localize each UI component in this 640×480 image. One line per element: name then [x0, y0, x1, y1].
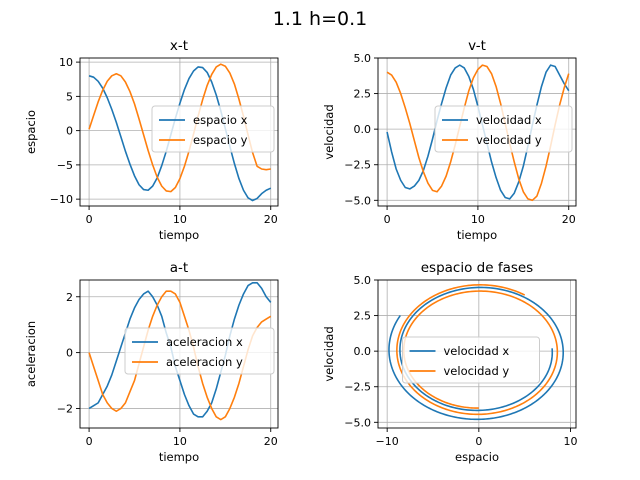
- axes-frame: [377, 57, 577, 207]
- chart-v-t: 0 10 20 −5.0 −2.5 0.0 2.5 5.0 v-t tiempo velocidad…: [322, 38, 577, 242]
- legend-entry: velocidad x: [444, 344, 510, 358]
- series-line-2: [88, 290, 272, 421]
- legend-entry: velocidad y: [476, 133, 542, 147]
- x-tick-label: 20: [264, 435, 278, 448]
- y-tick-label: 5.0: [354, 274, 372, 287]
- y-tick-label: −5.0: [344, 416, 371, 429]
- y-tick-label: 2.5: [354, 310, 372, 323]
- y-tick-label: 0: [66, 347, 73, 360]
- y-tick-label: −2.5: [344, 381, 371, 394]
- axes-frame: [377, 279, 577, 429]
- legend-entry: velocidad y: [444, 364, 510, 378]
- x-tick-label: 10: [471, 213, 485, 226]
- x-tick-label: 20: [562, 213, 576, 226]
- x-tick-label: 0: [384, 213, 391, 226]
- x-tick-label: 10: [173, 435, 187, 448]
- x-axis-label: espacio: [455, 450, 499, 464]
- series-line-2: [88, 63, 271, 193]
- y-axis-label: aceleracion: [24, 321, 38, 387]
- figure-title: 1.1 h=0.1: [273, 8, 367, 30]
- y-tick-label: 0.0: [354, 123, 372, 136]
- x-tick-label: 10: [173, 213, 187, 226]
- axes-frame: [79, 57, 279, 207]
- y-axis-label: velocidad: [322, 104, 336, 159]
- chart-title: espacio de fases: [421, 260, 533, 276]
- x-tick-label: 10: [564, 435, 578, 448]
- x-tick-label: 0: [86, 213, 93, 226]
- y-tick-label: 0.0: [354, 345, 372, 358]
- y-axis-label: espacio: [24, 110, 38, 154]
- legend: velocidad x velocidad y: [402, 336, 540, 384]
- axes-frame: [79, 279, 279, 429]
- chart-title: x-t: [170, 38, 188, 54]
- legend: espacio x espacio y: [151, 105, 275, 153]
- series-line-1: [88, 281, 272, 418]
- legend-entry: aceleracion x: [166, 335, 243, 349]
- y-tick-label: 5.0: [354, 52, 372, 65]
- x-axis-label: tiempo: [457, 228, 497, 242]
- x-tick-label: 0: [475, 435, 482, 448]
- x-axis-label: tiempo: [159, 228, 199, 242]
- legend-entry: aceleracion y: [166, 355, 243, 369]
- y-axis-label: velocidad: [322, 326, 336, 381]
- legend-box: [124, 327, 275, 375]
- x-tick-label: −10: [376, 435, 399, 448]
- y-tick-label: −2: [57, 402, 73, 415]
- legend-box: [434, 105, 573, 153]
- series-line-2: [386, 64, 570, 202]
- x-axis-label: tiempo: [159, 450, 199, 464]
- legend-box: [402, 336, 540, 384]
- y-tick-label: −5.0: [344, 194, 371, 207]
- series-line-1: [388, 286, 565, 421]
- chart-espacio-de-fases: −10 0 10 −5.0 −2.5 0.0 2.5 5.0 espacio de fases e…: [322, 260, 578, 464]
- series-line-1: [88, 66, 272, 202]
- y-tick-label: 0: [66, 125, 73, 138]
- legend-entry: espacio y: [193, 133, 248, 147]
- chart-title: a-t: [170, 260, 188, 276]
- y-tick-label: 10: [59, 56, 73, 69]
- x-tick-label: 20: [264, 213, 278, 226]
- y-tick-label: −10: [50, 193, 73, 206]
- y-tick-label: −5: [57, 159, 73, 172]
- y-tick-label: 2: [66, 291, 73, 304]
- chart-a-t: 0 10 20 −2 0 2 a-t tiempo aceleracion aceleracion…: [24, 260, 279, 464]
- legend-entry: espacio x: [193, 113, 248, 127]
- y-tick-label: 2.5: [354, 88, 372, 101]
- legend: aceleracion x aceleracion y: [124, 327, 275, 375]
- legend: velocidad x velocidad y: [434, 105, 573, 153]
- y-tick-label: 5: [66, 90, 73, 103]
- y-tick-label: −2.5: [344, 159, 371, 172]
- x-tick-label: 0: [86, 435, 93, 448]
- legend-entry: velocidad x: [476, 113, 542, 127]
- chart-title: v-t: [468, 38, 486, 54]
